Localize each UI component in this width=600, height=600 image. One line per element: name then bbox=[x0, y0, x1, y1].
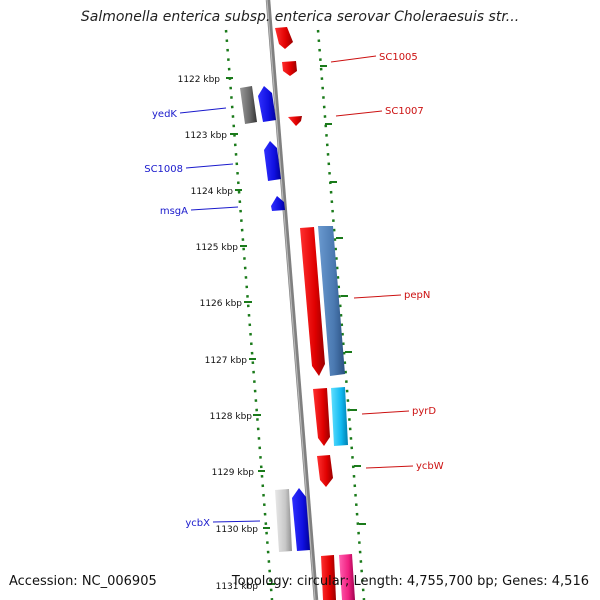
gene-label-ycbW[interactable]: ycbW bbox=[416, 461, 444, 472]
left-gene-labels: yedK SC1008 msgA ycbX bbox=[144, 107, 261, 529]
gene-label-SC1008[interactable]: SC1008 bbox=[144, 164, 183, 175]
leader-line bbox=[365, 465, 414, 469]
gene-block-gray[interactable] bbox=[240, 86, 257, 124]
gene-SC1007[interactable] bbox=[288, 116, 302, 126]
leader-line bbox=[185, 163, 234, 169]
leader-line bbox=[179, 107, 227, 114]
gene-ycbW[interactable] bbox=[317, 455, 333, 487]
organism-title: Salmonella enterica subsp. enterica sero… bbox=[80, 9, 520, 25]
genome-summary: Topology: circular; Length: 4,755,700 bp… bbox=[231, 574, 589, 589]
tick-label: 1127 kbp bbox=[205, 356, 248, 366]
gene-ycbX[interactable] bbox=[292, 488, 310, 551]
right-gene-labels: SC1005 SC1007 pepN pyrD ycbW bbox=[330, 52, 444, 472]
leader-line bbox=[361, 410, 410, 415]
gene-SC1008[interactable] bbox=[264, 141, 281, 181]
gene-pepN[interactable] bbox=[300, 227, 325, 376]
leader-line bbox=[330, 55, 377, 63]
tick-labels: 1122 kbp 1123 kbp 1124 kbp 1125 kbp 1126… bbox=[178, 75, 259, 592]
tick-label: 1124 kbp bbox=[191, 187, 234, 197]
leader-line bbox=[190, 206, 239, 211]
tick-label: 1129 kbp bbox=[212, 468, 255, 478]
gene-yedK[interactable] bbox=[258, 86, 276, 122]
gene-pyrD[interactable] bbox=[313, 388, 330, 446]
genome-backbone bbox=[265, 0, 319, 600]
tick-label: 1128 kbp bbox=[210, 412, 253, 422]
tick-label: 1123 kbp bbox=[185, 131, 228, 141]
tick-label: 1131 kbp bbox=[216, 582, 259, 592]
gene-bottom-pink[interactable] bbox=[339, 554, 355, 600]
gene-label-SC1005[interactable]: SC1005 bbox=[379, 52, 418, 63]
accession-label: Accession: NC_006905 bbox=[9, 574, 157, 589]
gene-bottom-red[interactable] bbox=[321, 555, 336, 600]
gene-label-ycbX[interactable]: ycbX bbox=[185, 518, 210, 529]
tick-marks bbox=[226, 65, 366, 585]
tick-label: 1122 kbp bbox=[178, 75, 221, 85]
gene-msgA[interactable] bbox=[271, 196, 285, 211]
leader-line bbox=[212, 520, 261, 523]
genome-backbone-highlight bbox=[266, 0, 316, 600]
gene-cyan[interactable] bbox=[331, 387, 348, 446]
tick-label: 1125 kbp bbox=[196, 243, 239, 253]
tick-label: 1130 kbp bbox=[216, 525, 259, 535]
gene-label-pyrD[interactable]: pyrD bbox=[412, 406, 436, 417]
left-dotted-guide bbox=[224, 29, 274, 600]
leader-line bbox=[353, 294, 402, 299]
gene-label-pepN[interactable]: pepN bbox=[404, 290, 430, 301]
gene-label-msgA[interactable]: msgA bbox=[160, 206, 188, 217]
gene-block-lightgray[interactable] bbox=[275, 489, 292, 552]
reverse-strand-genes bbox=[240, 86, 310, 552]
forward-strand-genes bbox=[275, 27, 355, 600]
gene-label-yedK[interactable]: yedK bbox=[152, 109, 177, 120]
gene-top-red[interactable] bbox=[275, 27, 293, 49]
gene-SC1005[interactable] bbox=[282, 61, 297, 76]
leader-line bbox=[335, 110, 383, 117]
gene-label-SC1007[interactable]: SC1007 bbox=[385, 106, 424, 117]
tick-label: 1126 kbp bbox=[200, 299, 243, 309]
gene-steel-blue[interactable] bbox=[318, 226, 345, 376]
